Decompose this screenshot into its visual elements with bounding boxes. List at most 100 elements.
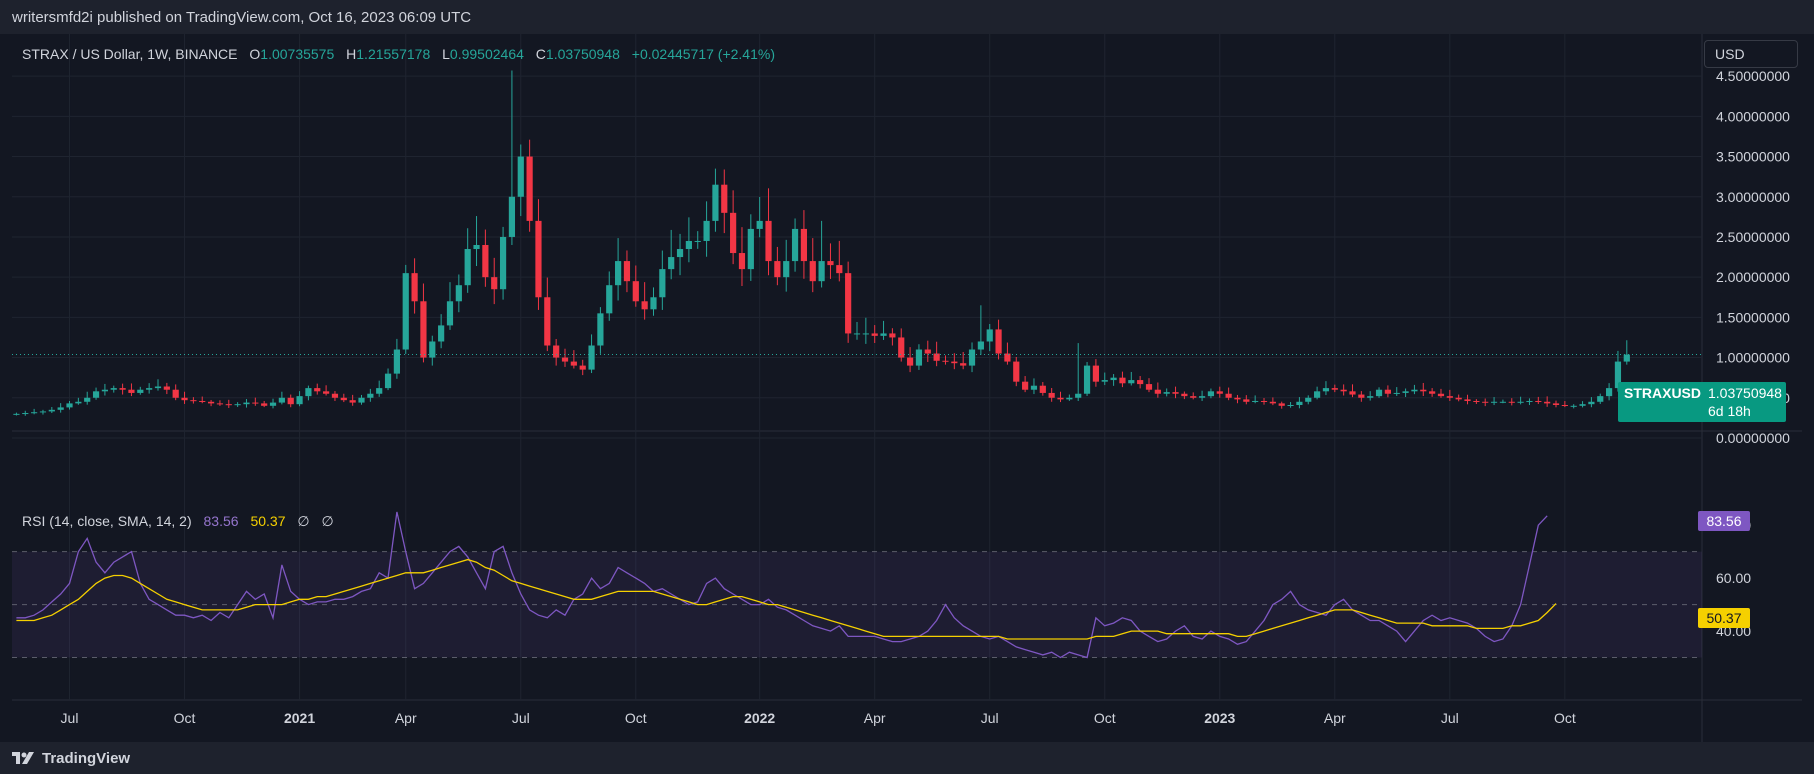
candle-body	[1499, 401, 1507, 403]
price-tick-label: 3.50000000	[1716, 149, 1790, 165]
candle-body	[252, 402, 259, 404]
candle-body	[278, 397, 285, 403]
candle-body	[39, 411, 47, 413]
candle-body	[632, 281, 639, 302]
chart-svg[interactable]: 0.000000000.500000001.000000001.50000000…	[12, 34, 1802, 742]
candle-body	[1260, 400, 1268, 402]
time-tick-label: Apr	[1324, 710, 1346, 726]
time-tick-label: Apr	[395, 710, 417, 726]
candle-body	[261, 403, 268, 406]
candle-body	[1623, 354, 1630, 362]
candle-body	[606, 285, 613, 314]
candle-body	[1252, 400, 1259, 402]
candle-body	[721, 184, 728, 213]
candle-body	[906, 357, 914, 366]
candle-body	[676, 249, 684, 258]
candle-body	[234, 404, 241, 406]
candle-body	[1367, 396, 1374, 398]
candle-body	[1358, 394, 1365, 398]
candle-body	[1605, 388, 1613, 397]
candle-body	[951, 361, 958, 364]
rsi-tick-label: 60.00	[1716, 570, 1751, 586]
currency-button[interactable]: USD	[1704, 40, 1798, 68]
candle-body	[172, 389, 179, 398]
publish-line: writersmfd2i published on TradingView.co…	[12, 9, 472, 26]
current-price-tag: STRAXUSD 1.03750948 6d 18h	[1618, 382, 1786, 422]
candle-body	[1004, 353, 1011, 362]
low-label: L	[442, 46, 450, 62]
time-tick-label: 2023	[1204, 710, 1235, 726]
candle-body	[1030, 385, 1038, 390]
time-tick-label: Apr	[864, 710, 886, 726]
candle-body	[747, 228, 754, 270]
symbol-label[interactable]: STRAX / US Dollar, 1W, BINANCE	[22, 46, 238, 62]
publish-header: writersmfd2i published on TradingView.co…	[0, 0, 1814, 34]
candle-body	[1269, 401, 1276, 404]
time-tick-label: Oct	[1554, 710, 1576, 726]
candle-body	[1455, 397, 1462, 400]
candle-body	[1473, 400, 1480, 402]
candle-body	[1517, 401, 1524, 403]
candle-body	[553, 345, 560, 358]
high-value: 1.21557178	[356, 46, 431, 62]
candle-body	[1216, 391, 1223, 394]
rsi-value-tag: 83.56	[1698, 511, 1750, 531]
close-value: 1.03750948	[545, 46, 620, 62]
null-indicator-1: ∅	[297, 513, 310, 529]
candle-body	[1048, 392, 1055, 398]
candle-body	[570, 361, 577, 366]
candle-body	[960, 363, 967, 366]
time-tick-label: Jul	[61, 710, 79, 726]
candle-body	[889, 333, 896, 338]
candle-body	[871, 333, 878, 336]
candle-body	[1075, 393, 1082, 398]
candle-body	[1402, 391, 1409, 393]
time-tick-label: Jul	[981, 710, 999, 726]
candle-body	[499, 236, 507, 290]
candle-body	[986, 329, 993, 342]
candle-body	[1278, 403, 1285, 406]
candle-body	[119, 388, 126, 390]
candle-body	[1322, 388, 1330, 392]
rsi-legend-value: 83.56	[203, 513, 239, 529]
candle-body	[199, 400, 206, 402]
candle-body	[650, 297, 657, 310]
close-label: C	[535, 46, 546, 62]
candle-body	[1393, 392, 1400, 394]
candle-body	[836, 265, 843, 274]
candle-body	[1013, 361, 1020, 382]
candle-body	[730, 212, 737, 254]
candle-body	[340, 397, 347, 401]
candle-body	[1066, 397, 1073, 400]
candle-body	[1137, 380, 1144, 385]
candle-body	[1597, 396, 1604, 402]
change-value: +0.02445717 (+2.41%)	[631, 46, 775, 62]
candle-body	[22, 413, 29, 415]
candle-body	[641, 301, 648, 310]
candle-body	[48, 409, 55, 412]
candle-body	[154, 386, 162, 389]
price-tag-price: 1.03750948	[1708, 385, 1782, 401]
candle-body	[1287, 404, 1294, 406]
candle-body	[1535, 400, 1542, 402]
candle-body	[880, 333, 887, 336]
rsi-label[interactable]: RSI (14, close, SMA, 14, 2)	[22, 513, 192, 529]
candle-body	[544, 297, 551, 346]
tradingview-logo-icon[interactable]	[12, 750, 36, 766]
candle-body	[1482, 401, 1489, 403]
chart-frame[interactable]: 0.000000000.500000001.000000001.50000000…	[12, 34, 1802, 742]
candle-body	[358, 397, 365, 403]
candle-body	[809, 261, 816, 282]
candle-body	[1420, 389, 1427, 392]
candle-body	[243, 402, 250, 405]
candle-body	[915, 349, 923, 366]
candle-body	[1022, 381, 1029, 390]
candle-body	[190, 400, 197, 402]
open-label: O	[249, 46, 261, 62]
candle-body	[898, 337, 905, 358]
null-indicator-2: ∅	[321, 513, 334, 529]
candle-body	[446, 301, 454, 326]
price-tag-symbol: STRAXUSD	[1624, 385, 1702, 401]
candle-body	[420, 301, 427, 358]
candle-body	[1437, 393, 1445, 397]
